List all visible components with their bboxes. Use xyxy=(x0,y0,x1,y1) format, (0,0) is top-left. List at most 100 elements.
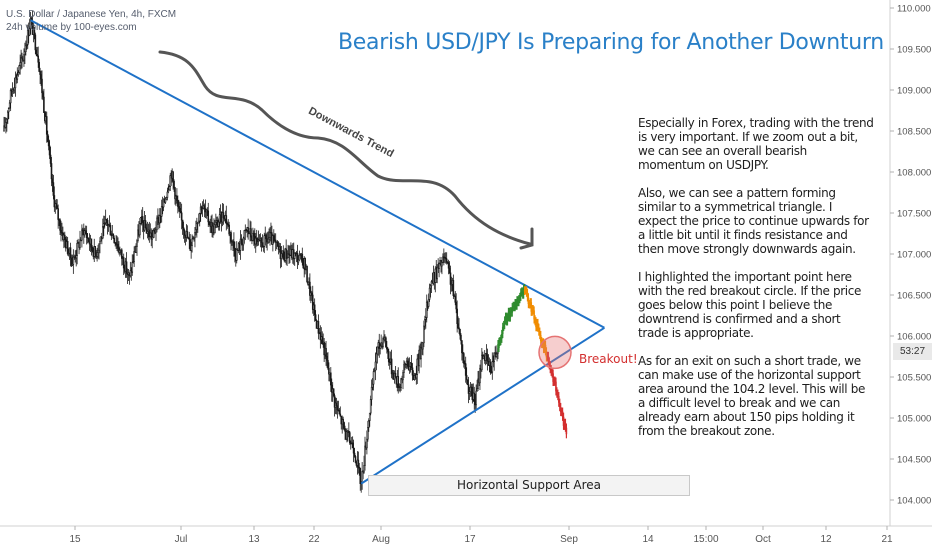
candle-body xyxy=(60,230,62,233)
candle-body xyxy=(263,235,266,247)
candle-body xyxy=(306,265,308,282)
candle-body xyxy=(329,372,332,386)
projection-candle-top xyxy=(530,302,533,312)
candle-body xyxy=(115,242,117,246)
candle-body xyxy=(177,200,179,207)
candle-body xyxy=(17,72,20,76)
candle-body xyxy=(495,353,497,357)
candle-body xyxy=(454,295,457,303)
candle-body xyxy=(313,304,316,315)
y-tick-label: 105.500 xyxy=(897,373,931,384)
candle-body xyxy=(53,195,56,208)
candle-body xyxy=(479,368,481,384)
candle-body xyxy=(282,250,285,260)
projection-candle-top xyxy=(545,351,548,358)
trendline-support xyxy=(360,326,605,485)
candle-body xyxy=(201,208,204,211)
candle-body xyxy=(87,237,90,243)
candle-body xyxy=(198,213,201,222)
trendline-resistance xyxy=(30,19,605,329)
y-tick-label: 107.000 xyxy=(897,250,931,261)
candle-body xyxy=(7,111,9,120)
projection-candle-down xyxy=(561,411,564,417)
candle-body xyxy=(79,239,81,248)
candle-body xyxy=(137,229,139,242)
candle-body xyxy=(34,34,37,51)
projection-candle-down xyxy=(565,427,568,435)
projection-candle-up xyxy=(509,311,512,318)
candle-body xyxy=(344,428,346,432)
candle-body xyxy=(351,442,354,449)
candle-body xyxy=(189,239,191,251)
candle-body xyxy=(339,413,342,417)
candle-body xyxy=(298,254,301,261)
candle-body xyxy=(448,267,451,274)
candle-body xyxy=(46,133,49,142)
candle-body xyxy=(178,206,180,209)
candle-body xyxy=(335,402,338,406)
candle-body xyxy=(178,208,181,212)
candle-body xyxy=(327,360,329,369)
candle-body xyxy=(117,243,119,249)
candle-body xyxy=(352,447,355,454)
candle-body xyxy=(274,239,277,243)
candle-body xyxy=(367,427,369,440)
candle-body xyxy=(492,361,495,363)
candle-body xyxy=(183,229,186,236)
candle-body xyxy=(268,237,270,240)
candle-body xyxy=(376,346,379,355)
support-area-label: Horizontal Support Area xyxy=(457,478,601,492)
candle-body xyxy=(253,232,255,237)
candle-body xyxy=(28,28,31,36)
candle-body xyxy=(243,230,246,239)
candle-body xyxy=(239,238,242,251)
candle-body xyxy=(254,237,257,245)
candle-body xyxy=(385,337,387,348)
projection-candle-down xyxy=(564,422,567,428)
candle-body xyxy=(333,395,336,408)
candle-body xyxy=(359,467,362,484)
candle-body xyxy=(464,363,467,376)
candle-body xyxy=(188,237,191,240)
candle-body xyxy=(288,253,290,256)
projection-candle-up xyxy=(516,300,518,306)
candle-body xyxy=(166,191,169,198)
candle-body xyxy=(262,246,265,248)
candle-body xyxy=(172,171,174,182)
x-tick-label: 15 xyxy=(69,534,81,545)
projection-candle-up xyxy=(517,300,519,303)
candle-body xyxy=(8,102,11,109)
candle-body xyxy=(207,210,210,223)
candle-body xyxy=(279,246,282,260)
y-tick-label: 104.000 xyxy=(897,496,931,507)
candle-body xyxy=(348,432,351,444)
candle-body xyxy=(26,29,29,46)
candle-body xyxy=(348,431,350,433)
projection-candle-down xyxy=(547,355,550,362)
projection-candle-top xyxy=(534,319,536,322)
candle-body xyxy=(416,358,419,375)
x-tick-label: 14 xyxy=(642,534,654,545)
projection-candle-top xyxy=(533,310,535,320)
candle-body xyxy=(267,238,269,243)
projection-candle-top xyxy=(524,290,527,292)
candle-body xyxy=(45,116,48,135)
candle-body xyxy=(461,340,463,354)
candle-body xyxy=(64,234,66,240)
candle-body xyxy=(354,456,357,463)
projection-candle-up xyxy=(499,341,501,343)
candle-body xyxy=(410,362,413,369)
x-tick-label: 22 xyxy=(308,534,320,545)
candle-body xyxy=(450,284,453,286)
candle-body xyxy=(441,262,443,267)
projection-candle-up xyxy=(518,299,520,303)
projection-candle-up xyxy=(515,303,517,306)
candle-body xyxy=(372,371,375,385)
candle-body xyxy=(132,261,134,263)
candle-body xyxy=(469,386,472,393)
candle-body xyxy=(425,301,428,318)
projection-candle-down xyxy=(558,396,560,403)
candle-body xyxy=(332,388,335,396)
candle-body xyxy=(346,431,348,440)
